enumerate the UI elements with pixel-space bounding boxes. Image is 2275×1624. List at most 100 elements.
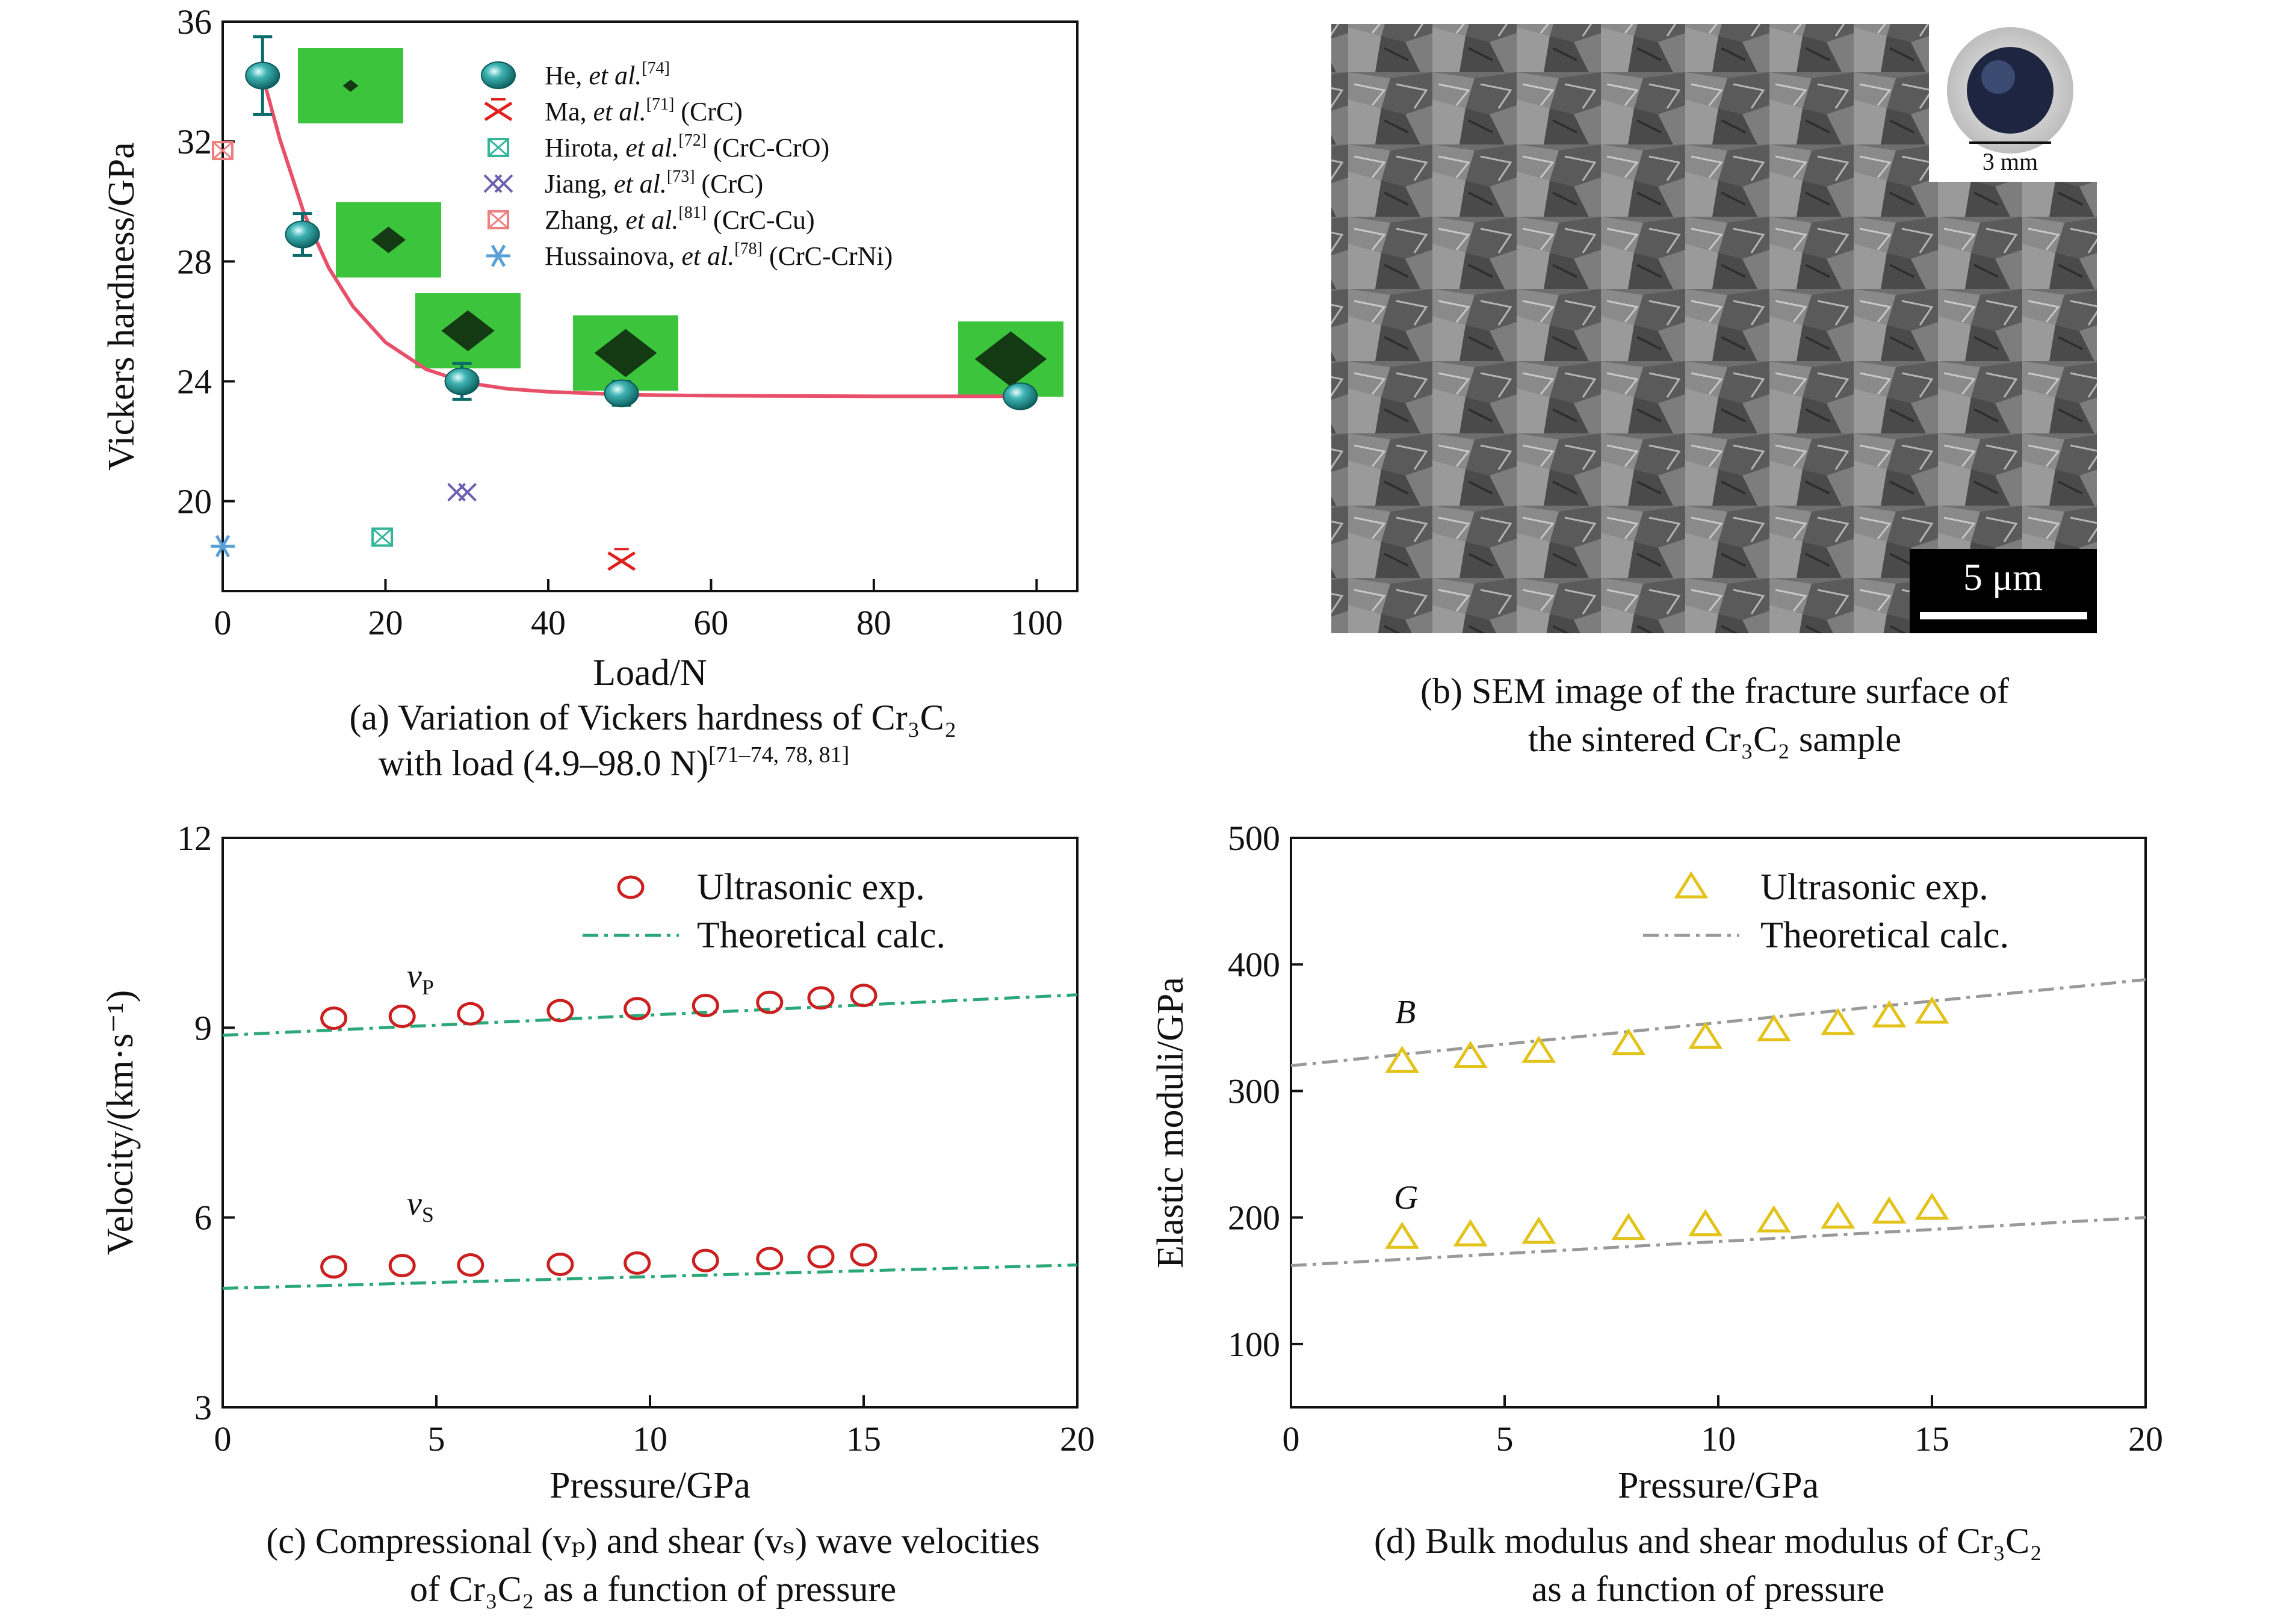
data-point <box>756 990 784 1014</box>
data-point <box>285 220 320 249</box>
data-point <box>211 535 235 557</box>
y-tick-label: 20 <box>177 482 212 521</box>
data-point <box>457 1253 484 1277</box>
marker-stroke <box>484 101 513 122</box>
legend-entry: Ultrasonic exp. <box>1760 867 1989 908</box>
data-point <box>1914 1192 1949 1220</box>
marker-box <box>488 210 509 229</box>
data-point <box>850 984 878 1008</box>
data-point <box>692 994 719 1018</box>
panel-c-data-points <box>320 984 878 1279</box>
panel-a-legend: He, et al.[74]Ma, et al.[71] (CrC)Hirota… <box>481 59 893 271</box>
x-tick-label: 80 <box>856 603 891 642</box>
legend-entry-suffix: (CrC-Cu) <box>707 205 815 235</box>
y-tick-label: 28 <box>177 242 212 281</box>
indentation-mark <box>342 79 359 92</box>
y-tick-label: 300 <box>1228 1071 1280 1111</box>
data-point <box>447 483 477 502</box>
legend-entry-suffix: (CrC) <box>674 97 743 126</box>
data-point <box>371 527 394 547</box>
legend-marker <box>617 875 645 899</box>
legend-entry-ref: [72] <box>678 131 707 150</box>
panel-c-caption-line2: of Cr₃C₂ as a function of pressure <box>410 1569 896 1609</box>
panel-a-caption-line1: (a) Variation of Vickers hardness of Cr₃… <box>349 698 956 737</box>
data-point <box>1688 1021 1723 1049</box>
panel-b-sem-image: 3 mm 5 μm (b) SEM image of the fracture … <box>1331 24 2097 759</box>
panel-c-axes: 0 5 10 15 20 3 6 9 12 Pressure/GPa Velocity/(km·s⁻… <box>100 819 1095 1506</box>
marker-stroke <box>488 138 509 157</box>
sem-inset-pellet <box>1967 47 2054 134</box>
data-point <box>1611 1212 1646 1241</box>
legend-entry-etal: et al. <box>593 97 646 126</box>
sem-scale-label: 5 μm <box>1963 556 2043 598</box>
x-tick-label: 0 <box>1283 1419 1300 1458</box>
panel-a-caption-ref: [71–74, 78, 81] <box>708 742 849 767</box>
x-tick-label: 60 <box>693 603 728 642</box>
theory-line <box>1290 1216 2146 1268</box>
x-tick-label: 5 <box>1496 1419 1514 1458</box>
x-tick-label: 100 <box>1011 603 1063 642</box>
y-tick-label: 12 <box>177 819 212 858</box>
x-axis-label: Pressure/GPa <box>1618 1465 1819 1506</box>
data-point <box>624 997 651 1021</box>
data-point <box>807 1245 835 1269</box>
x-tick-label: 15 <box>1914 1419 1949 1458</box>
theory-line <box>1290 978 2146 1067</box>
indentation-photo <box>573 315 678 391</box>
indentation-mark <box>371 226 406 253</box>
panel-d-axes: 0 5 10 15 20 100 200 300 400 500 Pressure/GPa Elast… <box>1150 819 2163 1506</box>
marker-box <box>371 527 394 547</box>
legend-entry: Ma, et al.[71] (CrC) <box>545 95 743 126</box>
panel-a-hardness-chart: 0 20 40 60 80 100 20 24 28 32 36 Load/N Vickers hard… <box>101 2 1079 783</box>
legend-entry: Zhang, et al.[81] (CrC-Cu) <box>545 203 815 235</box>
data-point <box>457 1002 484 1026</box>
data-point <box>1872 1000 1907 1027</box>
sem-inset-pellet-shine <box>1981 60 2015 94</box>
y-tick-label: 9 <box>194 1008 212 1047</box>
legend-entry: Jiang, et al.[73] (CrC) <box>545 167 763 199</box>
indentation-photo <box>298 48 403 123</box>
legend-entry-ref: [73] <box>667 167 695 186</box>
legend-entry: Theoretical calc. <box>697 915 946 956</box>
x-tick-label: 0 <box>214 1419 232 1458</box>
plot-frame <box>221 837 1079 1409</box>
data-point <box>546 999 574 1023</box>
panel-d-data-points <box>1385 996 1949 1249</box>
indentation-mark <box>594 329 657 377</box>
marker-stroke <box>491 244 506 267</box>
y-tick-label: 32 <box>177 122 212 161</box>
data-point <box>444 367 480 395</box>
legend-marker <box>488 138 509 157</box>
y-tick-label: 100 <box>1228 1325 1280 1364</box>
panel-b-caption-line1: (b) SEM image of the fracture surface of <box>1420 671 2009 711</box>
legend-entry: Ultrasonic exp. <box>697 867 925 908</box>
y-tick-label: 24 <box>177 362 212 401</box>
legend-entry-ref: [74] <box>642 59 670 78</box>
panel-b-caption-line2: the sintered Cr₃C₂ sample <box>1528 719 1901 759</box>
panel-d-caption-line1: (d) Bulk modulus and shear modulus of Cr… <box>1374 1521 2042 1561</box>
y-tick-label: 36 <box>177 2 212 42</box>
legend-entry: He, et al.[74] <box>545 59 670 90</box>
marker-stroke <box>212 141 233 160</box>
legend-entry-name: Jiang, <box>545 169 614 199</box>
legend-entry-name: Hussainova, <box>545 241 681 271</box>
indentation-insets <box>298 48 1063 397</box>
legend-entry-ref: [71] <box>646 95 675 114</box>
legend-entry-name: Ma, <box>545 97 593 126</box>
panel-d-theory-lines <box>1290 978 2146 1268</box>
legend-entry-etal: et al. <box>625 205 678 235</box>
indentation-photo <box>336 202 441 277</box>
legend-entry-etal: et al. <box>589 61 642 90</box>
theory-line <box>222 1263 1078 1290</box>
legend-entry-name: Hirota, <box>545 133 625 163</box>
indentation-mark <box>974 331 1047 387</box>
x-axis-label: Pressure/GPa <box>549 1465 751 1506</box>
marker-stroke <box>607 551 636 571</box>
data-point <box>388 1254 416 1278</box>
marker-stroke <box>458 483 477 502</box>
panel-c-legend: Ultrasonic exp. Theoretical calc. <box>583 867 946 956</box>
data-point <box>807 986 835 1010</box>
panel-d-moduli-chart: 0 5 10 15 20 100 200 300 400 500 Pressure/GPa Elast… <box>1150 819 2163 1609</box>
data-point <box>604 379 639 408</box>
